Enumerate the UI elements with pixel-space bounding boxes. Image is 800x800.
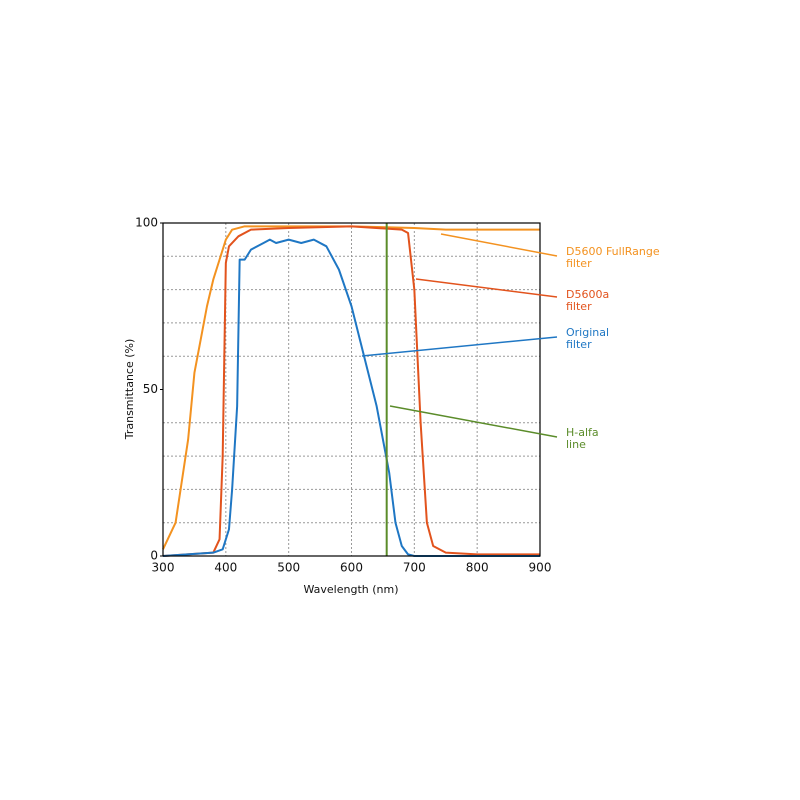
x-tick-label: 400 xyxy=(214,561,237,575)
annotation-text: filter xyxy=(566,257,592,270)
annotation-text: H-alfa xyxy=(566,426,599,439)
annotation-leader xyxy=(415,278,558,298)
plot-frame xyxy=(162,222,541,557)
x-tick-label: 600 xyxy=(340,561,363,575)
y-tick-label: 0 xyxy=(150,549,158,563)
annotation-text: Original xyxy=(566,326,609,339)
annotation-leader xyxy=(389,405,558,438)
annotation-text: filter xyxy=(566,338,592,351)
x-tick-label: 900 xyxy=(529,561,552,575)
x-tick-label: 300 xyxy=(152,561,175,575)
annotation-text: line xyxy=(566,438,586,451)
annotation-text: filter xyxy=(566,300,592,313)
x-axis-label: Wavelength (nm) xyxy=(303,583,398,596)
series-line xyxy=(162,225,540,557)
x-tick-label: 500 xyxy=(277,561,300,575)
y-tick-label: 50 xyxy=(143,382,158,396)
annotation-text: D5600 FullRange xyxy=(566,245,660,258)
annotation-text: D5600a xyxy=(566,288,609,301)
series-line xyxy=(162,225,540,550)
y-axis-label: Transmittance (%) xyxy=(123,339,136,441)
x-tick-label: 800 xyxy=(466,561,489,575)
series-line xyxy=(162,238,540,557)
y-tick-label: 100 xyxy=(135,216,158,230)
x-tick-label: 700 xyxy=(403,561,426,575)
annotation-leader xyxy=(361,336,558,357)
annotation-leader xyxy=(440,233,558,257)
